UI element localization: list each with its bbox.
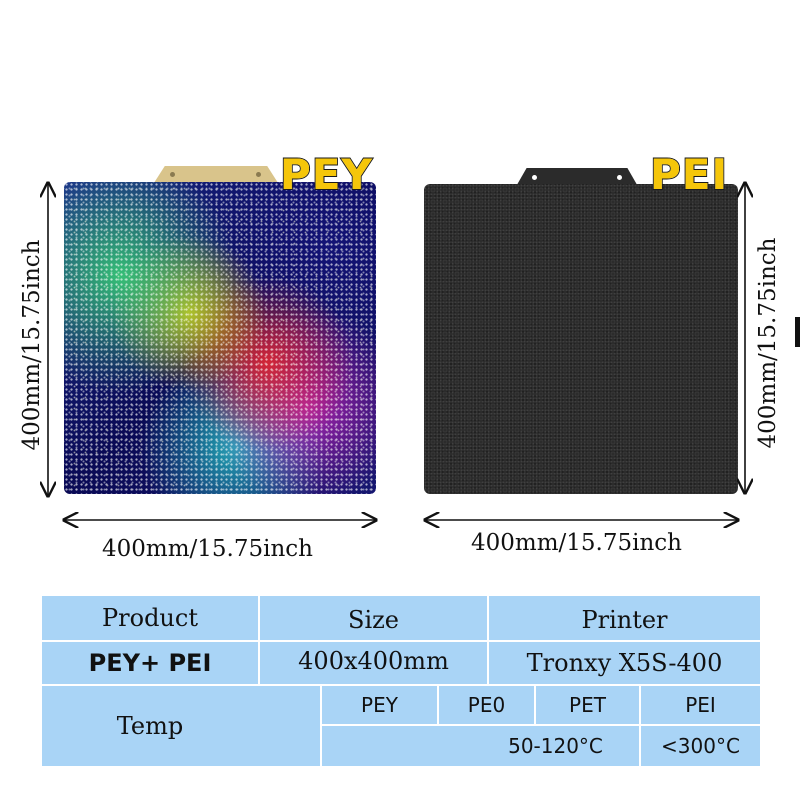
pey-plate-tab bbox=[152, 166, 280, 186]
table-divider bbox=[42, 640, 760, 642]
left-width-label: 400mm/15.75inch bbox=[102, 536, 313, 562]
size-value: 400x400mm bbox=[298, 647, 449, 675]
printer-value: Tronxy X5S-400 bbox=[526, 649, 723, 677]
table-divider bbox=[320, 724, 760, 726]
table-divider bbox=[258, 596, 260, 684]
tab-hole bbox=[170, 172, 175, 177]
header-size: Size bbox=[348, 606, 399, 634]
material-pei: PEI bbox=[685, 693, 716, 717]
material-pe0: PE0 bbox=[467, 693, 506, 717]
temp-label: Temp bbox=[116, 712, 184, 740]
material-pey: PEY bbox=[361, 693, 398, 717]
material-pet: PET bbox=[569, 693, 606, 717]
header-product: Product bbox=[102, 604, 198, 632]
table-divider bbox=[534, 684, 536, 724]
header-printer: Printer bbox=[581, 606, 668, 634]
pei-plate-image bbox=[424, 184, 738, 494]
tab-hole bbox=[532, 175, 537, 180]
table-divider bbox=[487, 596, 489, 684]
spec-table: Product Size Printer PEY+ PEI 400x400mm … bbox=[42, 596, 760, 766]
table-divider bbox=[320, 684, 322, 766]
pey-plate-image bbox=[64, 182, 376, 494]
temp-range-high: <300°C bbox=[661, 734, 740, 758]
product-value: PEY+ PEI bbox=[88, 649, 212, 677]
table-divider bbox=[42, 684, 760, 686]
temp-range-low: 50-120°C bbox=[508, 734, 603, 758]
tab-hole bbox=[256, 172, 261, 177]
holographic-sparkle bbox=[64, 182, 376, 494]
pei-badge: PEI bbox=[649, 149, 729, 200]
pey-badge: PEY bbox=[279, 149, 373, 200]
left-height-label: 400mm/15.75inch bbox=[19, 239, 45, 451]
tab-hole bbox=[617, 175, 622, 180]
right-width-label: 400mm/15.75inch bbox=[471, 530, 682, 556]
table-divider bbox=[639, 684, 641, 766]
right-height-label: 400mm/15.75inch bbox=[755, 237, 781, 449]
table-divider bbox=[437, 684, 439, 724]
edge-mark bbox=[795, 317, 800, 347]
